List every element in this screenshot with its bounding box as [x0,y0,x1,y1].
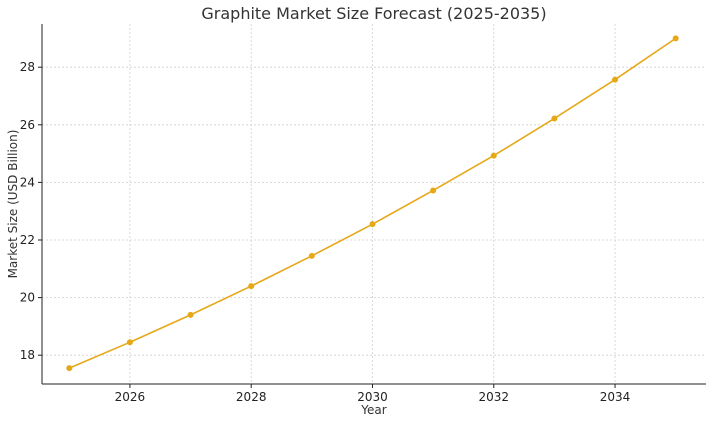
axes [41,24,706,385]
y-tick-label: 22 [20,233,35,247]
x-ticks: 2026 2028 2030 2032 2034 [115,384,631,404]
x-tick-label: 2026 [115,390,146,404]
data-point [187,311,194,318]
y-tick-label: 28 [20,60,35,74]
data-point [490,152,497,159]
data-point [672,35,679,42]
y-tick-label: 24 [20,175,35,189]
data-point [551,115,558,122]
data-point [612,76,619,83]
data-point [66,365,73,372]
x-tick-label: 2030 [357,390,388,404]
y-tick-label: 20 [20,291,35,305]
data-point [248,283,255,290]
y-tick-label: 26 [20,118,35,132]
series-line [68,37,677,369]
y-ticks: 18 20 22 24 26 28 [20,60,42,362]
grid [42,24,706,384]
data-point [126,339,133,346]
y-tick-label: 18 [20,348,35,362]
x-tick-label: 2032 [478,390,509,404]
y-axis-label: Market Size (USD Billion) [6,130,20,279]
data-point [308,252,315,259]
data-point [430,187,437,194]
chart-title: Graphite Market Size Forecast (2025-2035… [201,4,546,23]
series-layer [66,35,679,372]
x-tick-label: 2028 [236,390,267,404]
x-tick-label: 2034 [600,390,631,404]
data-point [369,221,376,228]
x-axis-label: Year [360,403,386,417]
